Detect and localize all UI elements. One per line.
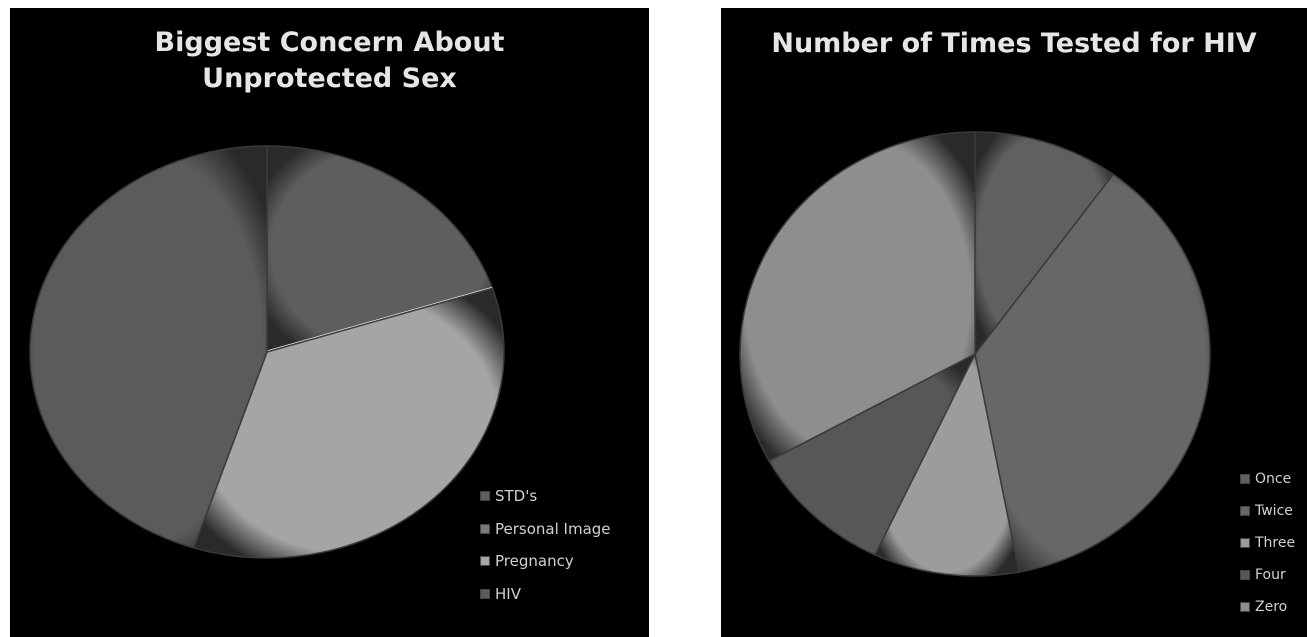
pie-slice-zero [739, 131, 976, 462]
legend-concern: STD's Personal Image Pregnancy HIV [480, 480, 611, 610]
legend-label: Four [1255, 567, 1286, 583]
legend-swatch [1240, 474, 1250, 484]
legend-label: Personal Image [495, 519, 611, 538]
pie-slice-hiv [29, 145, 268, 549]
legend-label: Pregnancy [495, 552, 574, 571]
legend-label: STD's [495, 487, 538, 506]
legend-label: Zero [1255, 599, 1288, 615]
pie-chart-concern [29, 145, 505, 559]
legend-swatch [1240, 538, 1250, 548]
pie-chart-hiv-tests [739, 131, 1211, 577]
legend-label: HIV [495, 584, 521, 603]
legend-label: Once [1255, 471, 1292, 487]
legend-item-hiv: HIV [480, 578, 611, 611]
legend-item-three: Three [1240, 527, 1295, 559]
legend-swatch [1240, 602, 1250, 612]
legend-label: Three [1255, 535, 1296, 551]
legend-item-pregnancy: Pregnancy [480, 545, 611, 578]
legend-swatch [480, 556, 490, 567]
pie-slice-once [974, 131, 1115, 357]
chart-panel-hiv-tests: Number of Times Tested for HIV Once Twice… [721, 8, 1307, 637]
legend-swatch [480, 491, 490, 502]
legend-item-zero: Zero [1240, 591, 1295, 623]
pie-slice-std-s [266, 145, 494, 353]
pie-slice-pregnancy [192, 287, 505, 559]
legend-swatch [1240, 506, 1250, 516]
legend-label: Twice [1255, 503, 1293, 519]
legend-swatch [480, 523, 490, 534]
chart-title-concern-line2: Unprotected Sex [202, 63, 457, 94]
pie-slice-twice [974, 173, 1211, 573]
legend-swatch [480, 588, 490, 599]
legend-item-std-s: STD's [480, 480, 611, 513]
legend-item-four: Four [1240, 559, 1295, 591]
chart-title-hiv-tests: Number of Times Tested for HIV [771, 28, 1257, 59]
legend-item-once: Once [1240, 463, 1295, 495]
legend-item-twice: Twice [1240, 495, 1295, 527]
chart-panel-concern: Biggest Concern About Unprotected Sex ST… [10, 8, 649, 637]
chart-title-concern: Biggest Concern About Unprotected Sex [10, 25, 649, 97]
legend-hiv-tests: Once Twice Three Four Zero [1240, 463, 1295, 623]
legend-item-personal-image: Personal Image [480, 513, 611, 546]
chart-title-concern-line1: Biggest Concern About [154, 27, 505, 58]
legend-swatch [1240, 570, 1250, 580]
pie-slice-three [873, 351, 1020, 577]
pie-slice-four [768, 352, 977, 556]
